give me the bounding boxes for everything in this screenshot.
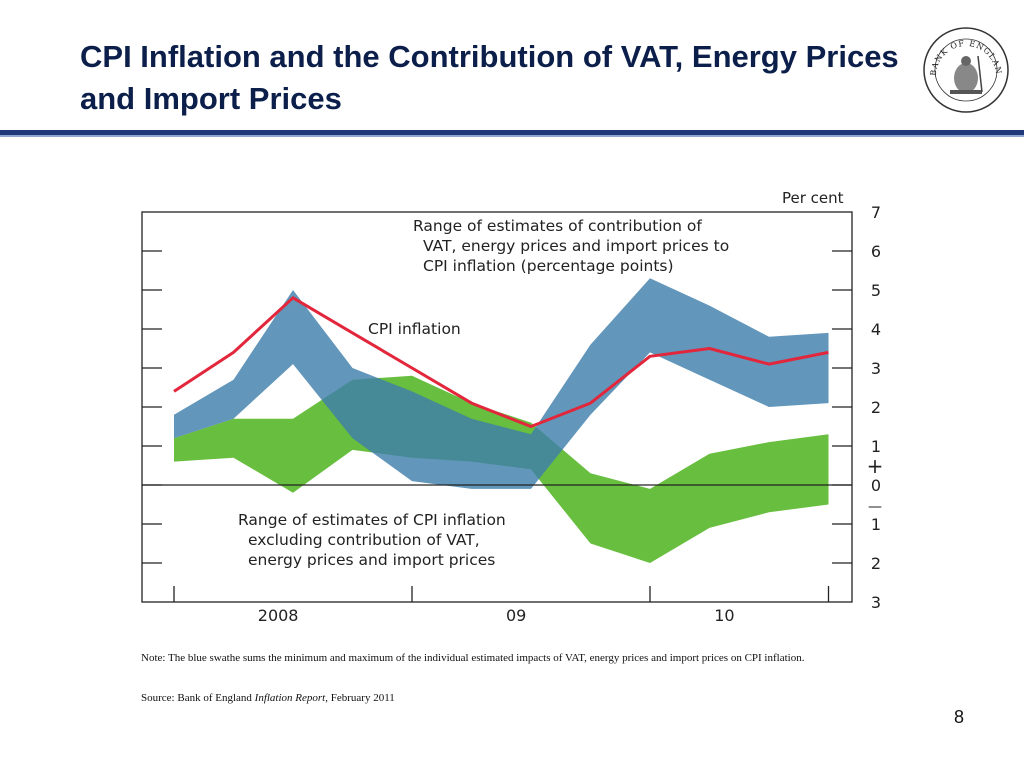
y-tick-label: 0 [871,476,881,495]
plus-sign: + [867,454,884,478]
green-band-label-2: excluding contribution of VAT, [248,531,480,549]
cpi-inflation-label: CPI inflation [368,320,461,338]
y-tick-label: 2 [871,554,881,573]
x-tick-labels: 2008 09 10 [258,606,735,625]
blue-band [174,278,829,489]
y-tick-label: 2 [871,398,881,417]
source-prefix: Source: Bank of England [141,692,255,704]
y-tick-label: 3 [871,593,881,612]
cpi-inflation-line [173,296,829,428]
bank-of-england-logo: BANK OF ENGLAND [922,26,1009,113]
blue-band-label-2: VAT, energy prices and import prices to [423,237,729,255]
x-tick-label: 09 [506,606,526,625]
bands [174,278,829,563]
y-tick-label: 1 [871,515,881,534]
y-tick-label: 5 [871,281,881,300]
unit-label: Per cent [782,189,844,207]
axis-ticks [142,250,852,602]
y-tick-label: 6 [871,242,881,261]
header-rule-light [0,135,1024,137]
blue-band-label-1: Range of estimates of contribution of [413,217,702,235]
green-band-label-1: Range of estimates of CPI inflation [238,511,506,529]
y-tick-labels: 7 6 5 4 3 2 1 0 1 2 3 [871,203,881,612]
header-rule [0,130,1024,135]
plot-frame [141,211,853,603]
x-tick-label: 10 [714,606,734,625]
slide-title: CPI Inflation and the Contribution of VA… [80,39,899,116]
source-suffix: , February 2011 [325,692,395,704]
y-tick-label: 4 [871,320,881,339]
y-tick-label: 1 [871,437,881,456]
green-band-label-3: energy prices and import prices [248,551,495,569]
chart-source: Source: Bank of England Inflation Report… [141,692,741,704]
green-band [174,375,829,563]
blue-band-label-3: CPI inflation (percentage points) [423,257,674,275]
source-publication: Inflation Report [254,692,326,704]
chart-note: Note: The blue swathe sums the minimum a… [141,652,805,664]
minus-sign: — [868,499,882,515]
x-tick-label: 2008 [258,606,299,625]
y-tick-label: 3 [871,359,881,378]
page-number: 8 [953,707,964,727]
y-tick-label: 7 [871,203,881,222]
